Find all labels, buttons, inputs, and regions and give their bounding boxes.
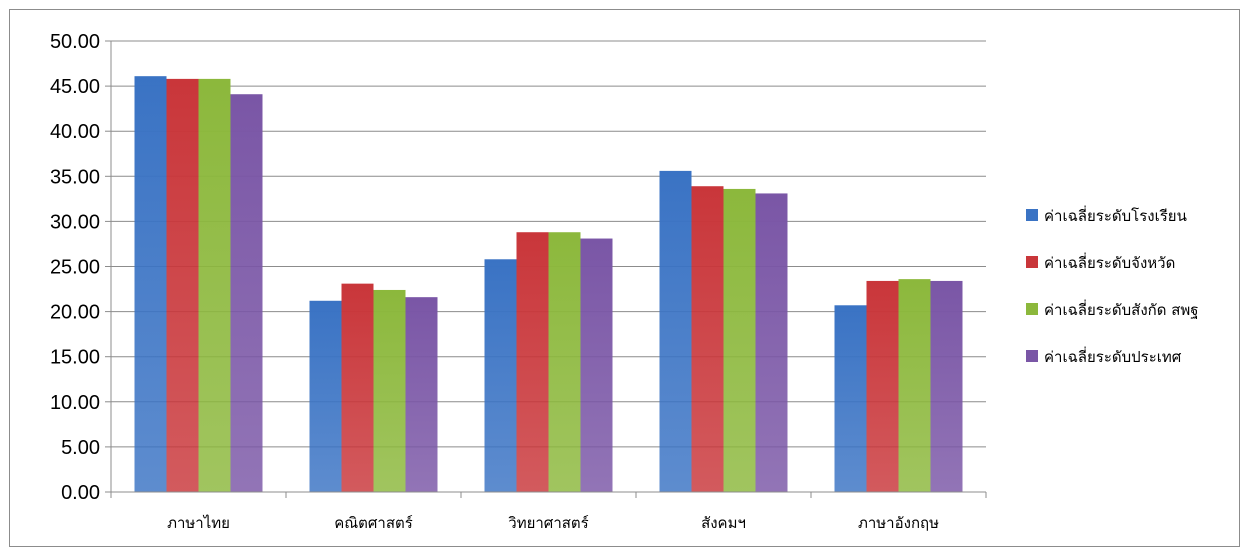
bar	[548, 232, 581, 492]
y-tick-label: 5.00	[61, 437, 100, 459]
legend-swatch	[1026, 256, 1038, 268]
y-tick-label: 45.00	[50, 76, 100, 98]
bar	[691, 186, 724, 493]
y-axis-ticks: 0.00 5.00 10.00 15.00 20.00 25.00 30.00 35.00 40…	[50, 31, 100, 504]
bar	[309, 300, 342, 492]
x-axis-ticks: ภาษาไทย คณิตศาสตร์ วิทยาศาสตร์ สังคมฯ ภาษาอั…	[167, 514, 939, 532]
x-tick-label: ภาษาอังกฤษ	[858, 514, 939, 532]
axes	[105, 40, 987, 498]
legend-swatch	[1026, 350, 1038, 362]
y-tick-label: 0.00	[61, 482, 100, 504]
bar	[373, 289, 406, 492]
y-tick-label: 30.00	[50, 211, 100, 233]
legend-swatch	[1026, 209, 1038, 221]
legend-item: ค่าเฉลี่ยระดับสังกัด สพฐ	[1026, 299, 1199, 319]
bar	[230, 94, 263, 492]
legend-item: ค่าเฉลี่ยระดับโรงเรียน	[1026, 205, 1187, 225]
legend-label: ค่าเฉลี่ยระดับประเทศ	[1044, 346, 1182, 366]
bar	[898, 279, 931, 492]
bar	[198, 78, 231, 492]
x-tick-label: คณิตศาสตร์	[334, 514, 413, 532]
bar	[405, 297, 438, 492]
legend: ค่าเฉลี่ยระดับโรงเรียนค่าเฉลี่ยระดับจังห…	[1026, 205, 1199, 366]
bar	[134, 76, 167, 492]
x-tick-label: สังคมฯ	[701, 514, 746, 532]
bars	[134, 76, 963, 493]
bar	[341, 283, 374, 492]
y-tick-label: 15.00	[50, 347, 100, 369]
bar	[166, 78, 199, 492]
legend-label: ค่าเฉลี่ยระดับจังหวัด	[1044, 252, 1175, 272]
bar	[834, 305, 867, 492]
x-tick-label: วิทยาศาสตร์	[508, 514, 589, 532]
y-tick-label: 35.00	[50, 166, 100, 188]
bar	[484, 259, 517, 492]
y-tick-label: 40.00	[50, 121, 100, 143]
legend-item: ค่าเฉลี่ยระดับจังหวัด	[1026, 252, 1175, 272]
y-tick-label: 50.00	[50, 31, 100, 53]
legend-label: ค่าเฉลี่ยระดับสังกัด สพฐ	[1044, 299, 1199, 319]
bar	[659, 170, 692, 492]
bar	[755, 193, 788, 493]
bar-chart: 0.00 5.00 10.00 15.00 20.00 25.00 30.00 35.00 40…	[50, 31, 1199, 532]
legend-swatch	[1026, 303, 1038, 315]
bar	[930, 280, 963, 492]
chart-frame: 0.00 5.00 10.00 15.00 20.00 25.00 30.00 35.00 40…	[9, 9, 1240, 547]
y-tick-label: 10.00	[50, 392, 100, 414]
bar	[516, 232, 549, 492]
bar	[723, 188, 756, 493]
bar	[866, 280, 899, 492]
bar	[580, 238, 613, 492]
legend-item: ค่าเฉลี่ยระดับประเทศ	[1026, 346, 1182, 366]
y-tick-label: 25.00	[50, 257, 100, 279]
legend-label: ค่าเฉลี่ยระดับโรงเรียน	[1044, 205, 1187, 225]
y-tick-label: 20.00	[50, 302, 100, 324]
x-tick-label: ภาษาไทย	[167, 514, 230, 532]
